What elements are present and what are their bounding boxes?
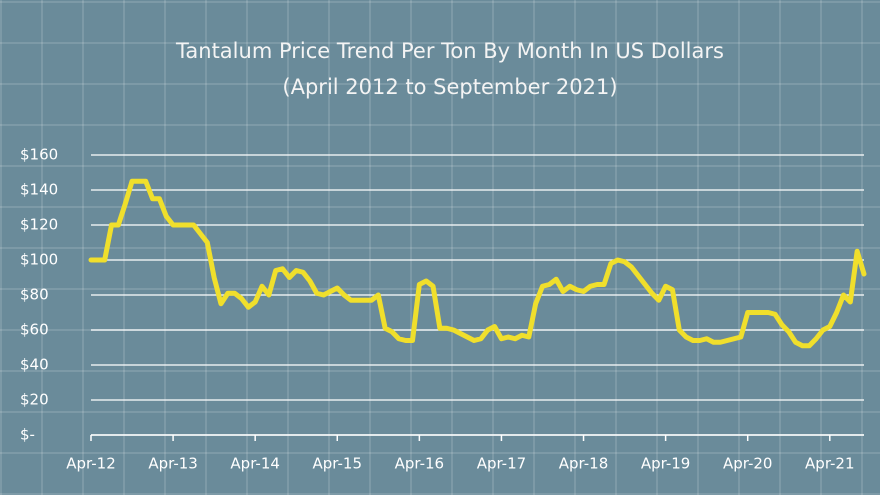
chart-subtitle: (April 2012 to September 2021) [282,75,617,99]
x-tick-label: Apr-19 [641,455,691,473]
x-tick-label: Apr-15 [313,455,363,473]
y-tick-label: $20 [20,391,49,409]
price-line [88,178,867,349]
x-tick-label: Apr-17 [477,455,527,473]
x-tick-label: Apr-20 [723,455,773,473]
y-tick-label: $140 [20,181,58,199]
x-tick-label: Apr-13 [148,455,198,473]
x-tick-label: Apr-12 [66,455,116,473]
chart-title: Tantalum Price Trend Per Ton By Month In… [175,39,724,63]
x-tick-label: Apr-18 [559,455,609,473]
x-tick-label: Apr-14 [230,455,280,473]
y-tick-label: $40 [20,356,49,374]
x-tick-label: Apr-16 [395,455,445,473]
y-tick-label: $120 [20,216,58,234]
x-tick-label: Apr-21 [805,455,855,473]
y-tick-label: $160 [20,146,58,164]
y-tick-label: $100 [20,251,58,269]
y-tick-label: $60 [20,321,49,339]
y-tick-label: $80 [20,286,49,304]
y-tick-label: $- [20,426,35,444]
